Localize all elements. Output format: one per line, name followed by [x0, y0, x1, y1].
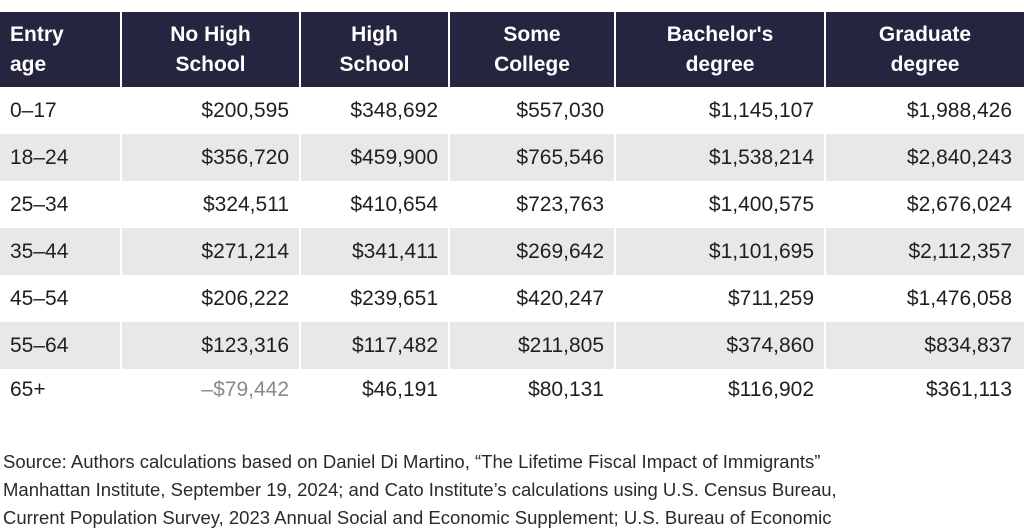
value-cell: $723,763: [450, 181, 616, 228]
source-line: Source: Authors calculations based on Da…: [3, 451, 821, 472]
value-cell: $239,651: [301, 275, 450, 322]
entry-age-cell: 55–64: [0, 322, 122, 369]
value-cell: $1,988,426: [906, 98, 1012, 122]
value-cell: $269,642: [450, 228, 616, 275]
value-cell: $765,546: [450, 134, 616, 181]
value-cell: –$79,442: [122, 369, 301, 411]
value-cell: $2,840,243: [826, 134, 1024, 181]
value-cell: $117,482: [301, 322, 450, 369]
fiscal-impact-table: Entry age No High School High School Some Co…: [0, 12, 1024, 411]
value-cell: $356,720: [122, 134, 301, 181]
table-row: 18–24 $356,720 $459,900 $765,546 $1,538,214 $…: [0, 134, 1024, 181]
value-cell: $2,112,357: [826, 228, 1024, 275]
value-cell: $1,476,058: [906, 286, 1012, 310]
value-cell: $711,259: [616, 275, 826, 322]
value-cell: $557,030: [450, 87, 616, 134]
value-cell: $361,113: [925, 378, 1012, 401]
value-cell: $459,900: [301, 134, 450, 181]
value-cell: $80,131: [450, 369, 616, 411]
value-cell: $123,316: [122, 322, 301, 369]
source-line: Current Population Survey, 2023 Annual S…: [3, 507, 832, 528]
value-cell: $116,902: [616, 369, 826, 411]
value-cell: $200,595: [122, 87, 301, 134]
value-cell: $374,860: [616, 322, 826, 369]
value-cell: $341,411: [301, 228, 450, 275]
entry-age-cell: 35–44: [0, 228, 122, 275]
source-note: Source: Authors calculations based on Da…: [3, 448, 1023, 532]
header-no-high-school: No High School: [122, 12, 301, 87]
entry-age-cell: 25–34: [0, 181, 122, 228]
entry-age-cell: 18–24: [0, 134, 122, 181]
entry-age-cell: 0–17: [0, 87, 122, 134]
table-row: 0–17 $200,595 $348,692 $557,030 $1,145,107 $1…: [0, 87, 1024, 134]
header-high-school: High School: [301, 12, 450, 87]
value-cell: $1,145,107: [616, 87, 826, 134]
value-cell: $348,692: [301, 87, 450, 134]
header-entry-age: Entry age: [0, 12, 122, 87]
value-cell: $46,191: [301, 369, 450, 411]
value-cell: $2,676,024: [906, 192, 1012, 216]
table-row: 45–54 $206,222 $239,651 $420,247 $711,259 $1,…: [0, 275, 1024, 322]
table-body: 0–17 $200,595 $348,692 $557,030 $1,145,107 $1…: [0, 87, 1024, 411]
header-bachelors-degree: Bachelor's degree: [616, 12, 826, 87]
table-row: 25–34 $324,511 $410,654 $723,763 $1,400,575 $…: [0, 181, 1024, 228]
entry-age-cell: 45–54: [0, 275, 122, 322]
value-cell: $271,214: [122, 228, 301, 275]
value-cell: $1,400,575: [616, 181, 826, 228]
value-cell: $206,222: [122, 275, 301, 322]
value-cell: $834,837: [826, 322, 1024, 369]
value-cell: $1,101,695: [616, 228, 826, 275]
value-cell: $420,247: [450, 275, 616, 322]
value-cell: $410,654: [301, 181, 450, 228]
entry-age-cell: 65+: [0, 369, 122, 411]
header-graduate-degree: Graduate degree: [826, 12, 1024, 87]
value-cell: $324,511: [122, 181, 301, 228]
value-cell: $211,805: [450, 322, 616, 369]
header-some-college: Some College: [450, 12, 616, 87]
source-line: Manhattan Institute, September 19, 2024;…: [3, 479, 837, 500]
table-row: 65+ –$79,442 $46,191 $80,131 $116,902 $361,11…: [0, 369, 1024, 411]
value-cell: $1,538,214: [616, 134, 826, 181]
table-row: 35–44 $271,214 $341,411 $269,642 $1,101,695 $…: [0, 228, 1024, 275]
table-header: Entry age No High School High School Some Co…: [0, 12, 1024, 87]
table-row: 55–64 $123,316 $117,482 $211,805 $374,860 $83…: [0, 322, 1024, 369]
